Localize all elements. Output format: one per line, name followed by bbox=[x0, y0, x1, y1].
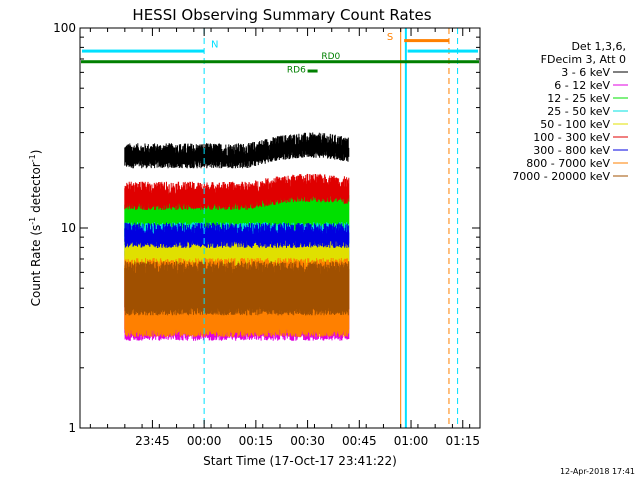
y-label-end: ) bbox=[29, 150, 43, 155]
y-axis-label: Count Rate (s-1 detector-1) bbox=[28, 150, 43, 307]
series-trace-3-6-keV bbox=[124, 132, 350, 169]
x-tick-label: 01:00 bbox=[394, 434, 429, 448]
y-label-sup1: -1 bbox=[28, 217, 37, 225]
y-tick-label: 100 bbox=[53, 21, 76, 35]
svg-text:Count Rate (s-1 detector-1): Count Rate (s-1 detector-1) bbox=[28, 150, 43, 307]
series-trace-100-300-keV bbox=[124, 173, 350, 210]
rd6-flag-bar bbox=[307, 69, 318, 73]
y-label-mid: detector bbox=[29, 162, 43, 217]
x-tick-label: 00:45 bbox=[342, 434, 377, 448]
chart-title: HESSI Observing Summary Count Rates bbox=[132, 6, 431, 24]
legend-entry-label: 800 - 7000 keV bbox=[526, 157, 610, 170]
flag-bar bbox=[81, 60, 479, 64]
night-bar-right bbox=[407, 49, 478, 53]
legend-entry-label: 3 - 6 keV bbox=[561, 66, 610, 79]
saa-bar bbox=[404, 39, 449, 43]
legend-header-line: FDecim 3, Att 0 bbox=[541, 53, 626, 66]
series-trace-7000-20000-keV bbox=[124, 261, 350, 316]
legend-entry-label: 12 - 25 keV bbox=[547, 92, 610, 105]
markers-group: N S RD6 RD0 bbox=[81, 28, 479, 428]
legend-entry-label: 100 - 300 keV bbox=[533, 131, 610, 144]
legend-entry-label: 25 - 50 keV bbox=[547, 105, 610, 118]
axes-group: 23:45 00:00 00:15 00:30 00:45 01:00 01:15 1 10 10… bbox=[53, 21, 481, 448]
footer-timestamp: 12-Apr-2018 17:41 bbox=[560, 467, 635, 476]
saa-label: S bbox=[387, 32, 393, 43]
rd6-label: RD6 bbox=[287, 65, 306, 75]
x-tick-label: 01:15 bbox=[445, 434, 480, 448]
y-label-main: Count Rate (s bbox=[29, 225, 43, 307]
series-trace-12-25-keV bbox=[124, 186, 350, 240]
x-tick-label: 00:15 bbox=[239, 434, 274, 448]
x-tick-label: 00:30 bbox=[290, 434, 325, 448]
x-tick-label: 00:00 bbox=[187, 434, 222, 448]
legend-entry-label: 300 - 800 keV bbox=[533, 144, 610, 157]
y-tick-label: 10 bbox=[61, 221, 76, 235]
legend-entry-label: 7000 - 20000 keV bbox=[512, 170, 610, 183]
night-bar-left bbox=[82, 49, 205, 53]
y-tick-label: 1 bbox=[68, 421, 76, 435]
legend-header-line: Det 1,3,6, bbox=[571, 40, 626, 53]
legend-entry-label: 6 - 12 keV bbox=[554, 79, 610, 92]
x-axis-label: Start Time (17-Oct-17 23:41:22) bbox=[203, 454, 397, 468]
y-label-sup2: -1 bbox=[28, 154, 37, 162]
series-trace-300-800-keV bbox=[124, 222, 350, 248]
series-group bbox=[124, 132, 350, 341]
x-tick-label: 23:45 bbox=[135, 434, 170, 448]
rd0-label: RD0 bbox=[321, 52, 340, 62]
legend-entry-label: 50 - 100 keV bbox=[540, 118, 610, 131]
night-label: N bbox=[211, 39, 218, 50]
